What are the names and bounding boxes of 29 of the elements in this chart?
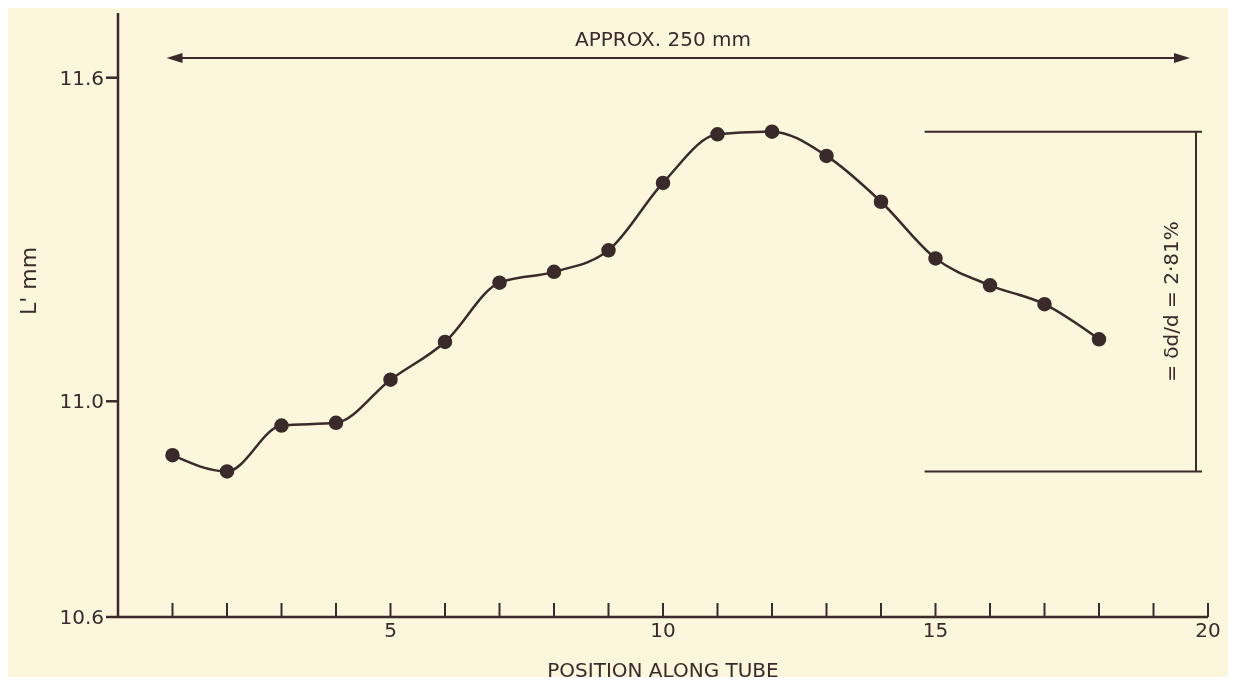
y-tick-label: 11.6 (59, 65, 104, 90)
point (873, 194, 889, 209)
point (710, 127, 725, 142)
point (165, 447, 180, 463)
point (601, 243, 616, 258)
x-tick-label: 10 (650, 618, 676, 643)
point (982, 278, 998, 293)
point (655, 175, 671, 191)
y-tick-label: 10.6 (59, 605, 104, 630)
point (219, 464, 235, 479)
point (546, 264, 562, 280)
point (764, 124, 780, 139)
point (492, 275, 507, 290)
x-axis-title: POSITION ALONG TUBE (547, 658, 779, 682)
point (819, 148, 834, 164)
y-tick-label: 11.0 (59, 389, 104, 414)
annotation: APPROX. 250 mm (574, 27, 752, 51)
annotation: = δd/d = 2·81% (1159, 221, 1183, 382)
point (1091, 332, 1107, 347)
point (928, 251, 943, 266)
y-axis-title: L' mm (15, 246, 41, 315)
x-tick-label: 15 (922, 618, 949, 643)
x-tick-label: 20 (1195, 618, 1221, 643)
point (1037, 296, 1052, 312)
point (437, 334, 453, 350)
point (383, 372, 398, 387)
point (274, 418, 289, 433)
point (328, 415, 344, 431)
x-tick-label: 5 (384, 618, 397, 643)
